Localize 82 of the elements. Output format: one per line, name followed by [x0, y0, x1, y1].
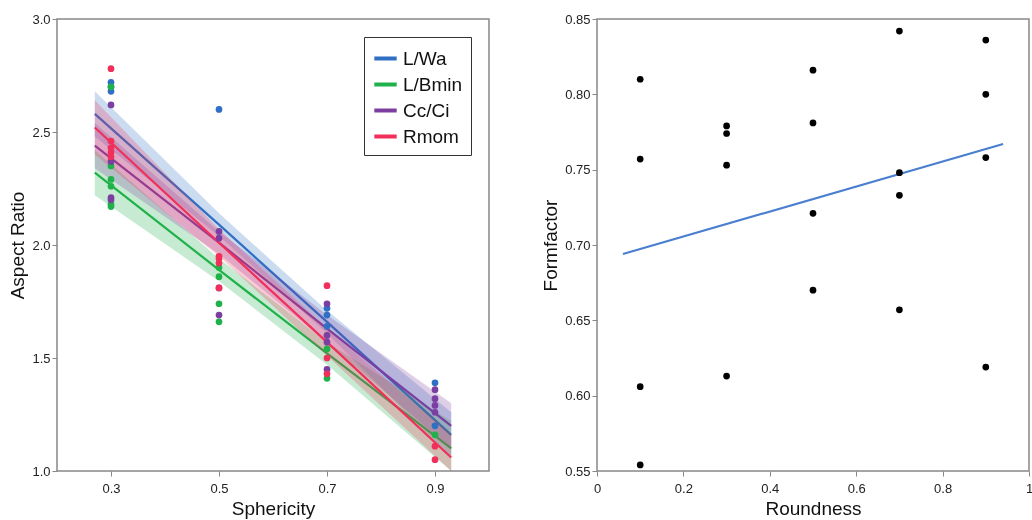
point: [215, 311, 223, 319]
point: [323, 311, 331, 319]
x-tick-label: 0.3: [102, 480, 121, 496]
point: [215, 234, 223, 242]
y-tick-label: 0.75: [565, 162, 591, 178]
point: [982, 363, 990, 371]
y-tick-label: 3.0: [32, 11, 51, 27]
point: [896, 306, 903, 314]
point: [107, 65, 115, 73]
point: [982, 154, 990, 161]
point: [107, 153, 115, 161]
legend-label: L/Wa: [403, 47, 448, 69]
point: [107, 176, 115, 183]
point: [215, 106, 223, 113]
x-tick-label: 0.5: [210, 480, 229, 496]
point: [323, 282, 331, 290]
point: [431, 408, 439, 416]
point: [896, 27, 903, 35]
point: [431, 402, 439, 409]
y-tick-label: 0.55: [565, 463, 591, 479]
x-axis-title: Sphericity: [231, 497, 316, 519]
point: [107, 182, 115, 190]
point: [431, 456, 439, 464]
y-tick-label: 0.85: [565, 11, 591, 27]
x-tick-label: 0.6: [847, 480, 866, 496]
y-tick-label: 1.0: [32, 463, 51, 479]
y-axis-title: Aspect Ratio: [7, 191, 29, 300]
point: [215, 273, 223, 280]
point: [323, 300, 331, 308]
point: [107, 137, 115, 145]
point: [809, 119, 817, 127]
point: [431, 442, 439, 450]
point: [431, 379, 439, 387]
point: [323, 338, 331, 346]
point: [896, 191, 903, 199]
legend-label: L/Bmin: [403, 73, 463, 95]
point: [323, 323, 331, 330]
x-tick-label: 0.4: [761, 480, 780, 496]
point: [215, 228, 223, 235]
y-tick-label: 0.65: [565, 312, 591, 328]
point: [636, 461, 644, 469]
point: [809, 66, 817, 74]
point: [723, 161, 730, 169]
point: [636, 155, 644, 163]
y-tick-label: 1.5: [32, 350, 51, 366]
y-tick-label: 2.5: [32, 124, 51, 140]
legend-label: Cc/Ci: [403, 99, 450, 121]
x-tick-label: 0.8: [934, 480, 953, 496]
point: [215, 300, 223, 308]
y-tick-label: 2.0: [32, 237, 51, 253]
point: [323, 354, 331, 362]
x-tick-label: 0.2: [674, 480, 693, 496]
y-axis-title: Formfactor: [540, 198, 562, 292]
point: [323, 332, 331, 339]
point: [809, 210, 817, 217]
point: [323, 370, 331, 378]
x-tick-label: 0: [593, 480, 602, 496]
point: [982, 36, 990, 44]
point: [723, 130, 730, 137]
x-axis-title: Roundness: [765, 497, 862, 519]
y-tick-label: 0.70: [565, 237, 591, 253]
point: [636, 75, 644, 83]
point: [636, 383, 644, 390]
point: [431, 395, 439, 403]
x-tick-label: 0.7: [318, 480, 337, 496]
legend-label: Rmom: [403, 125, 459, 147]
point: [896, 169, 903, 177]
y-tick-label: 0.60: [565, 388, 591, 404]
x-tick-label: 0.9: [426, 480, 445, 496]
x-tick-label: 1: [1025, 480, 1032, 496]
point: [323, 345, 331, 353]
y-tick-label: 0.80: [565, 86, 591, 102]
point: [723, 122, 730, 130]
point: [431, 431, 439, 439]
point: [723, 372, 730, 380]
point: [982, 90, 990, 98]
point: [107, 101, 115, 109]
point: [809, 286, 817, 294]
point: [431, 386, 439, 393]
point: [215, 318, 223, 326]
point: [215, 259, 223, 267]
point: [431, 422, 439, 430]
